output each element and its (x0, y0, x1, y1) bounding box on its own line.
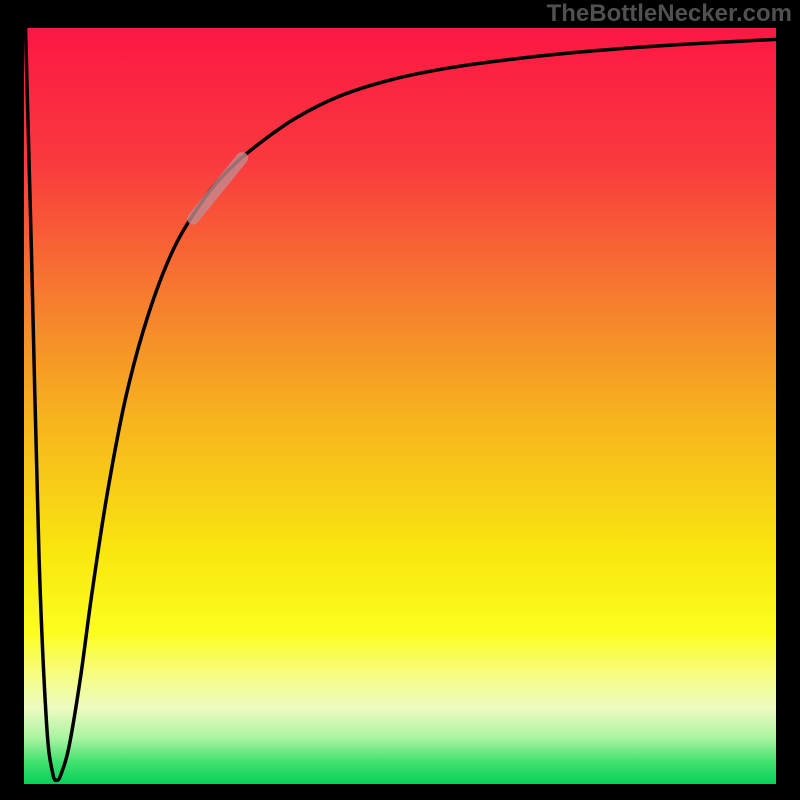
bottleneck-chart: TheBottleNecker.com (0, 0, 800, 800)
plot-background (24, 28, 776, 784)
chart-svg (0, 0, 800, 800)
watermark-text: TheBottleNecker.com (547, 0, 792, 28)
